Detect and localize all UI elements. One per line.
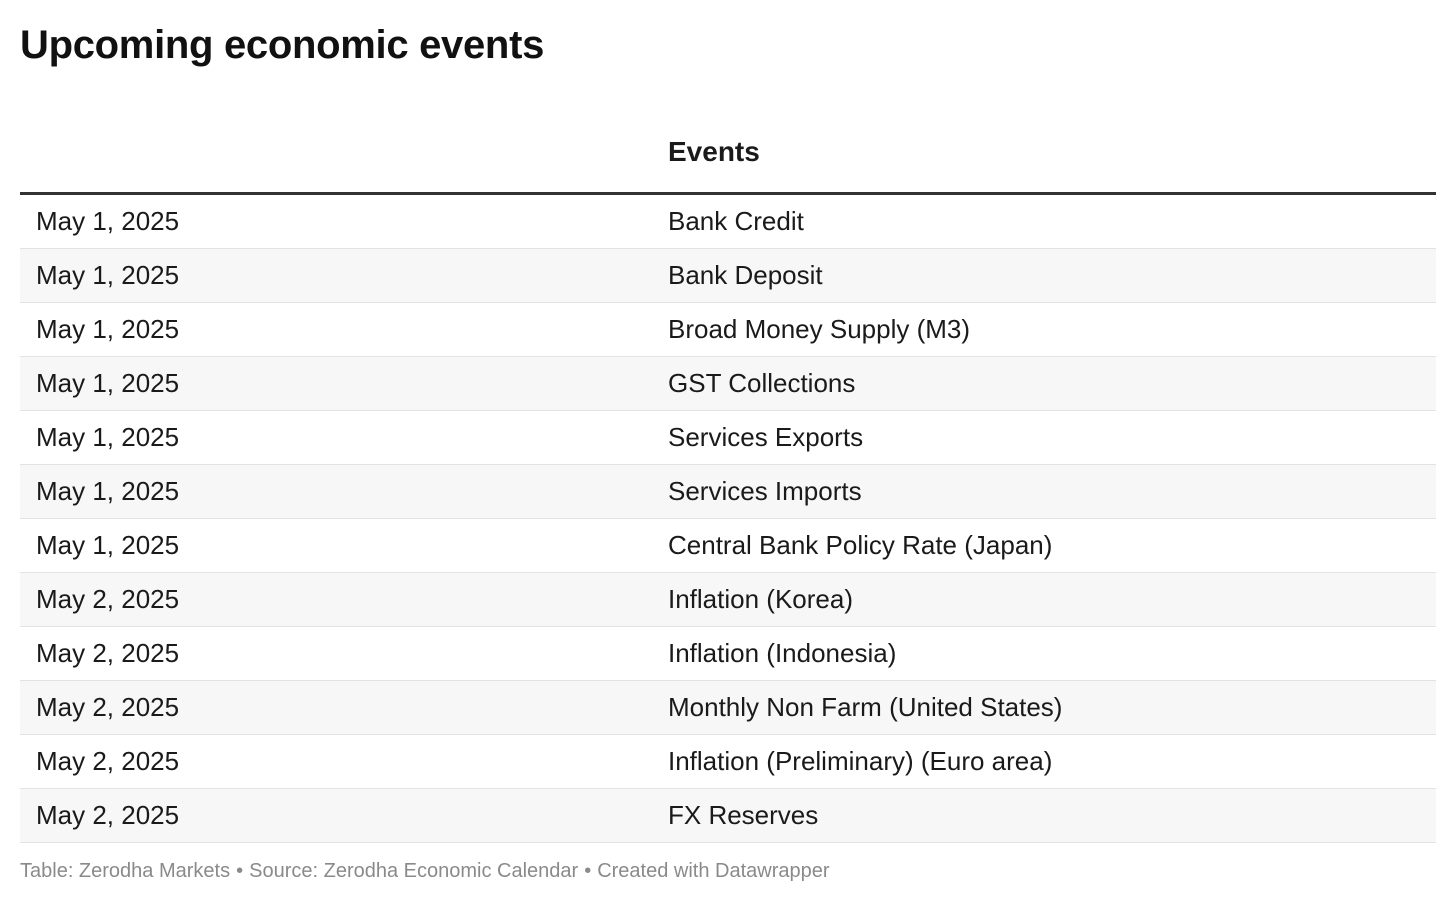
cell-event: Bank Deposit	[668, 248, 1436, 303]
table-row: May 1, 2025 Central Bank Policy Rate (Jap…	[20, 518, 1436, 573]
cell-event: Services Exports	[668, 410, 1436, 465]
table-row: May 1, 2025 Bank Deposit	[20, 248, 1436, 303]
cell-event: Inflation (Korea)	[668, 572, 1436, 627]
cell-date: May 2, 2025	[20, 734, 668, 789]
cell-event: FX Reserves	[668, 788, 1436, 843]
footer-separator: •	[584, 860, 592, 882]
cell-event: Bank Credit	[668, 193, 1436, 249]
cell-date: May 1, 2025	[20, 302, 668, 357]
table-row: May 1, 2025 GST Collections	[20, 356, 1436, 411]
cell-date: May 1, 2025	[20, 518, 668, 573]
table-row: May 1, 2025 Bank Credit	[20, 193, 1436, 249]
footer-separator: •	[236, 860, 244, 882]
table-header-row: Events	[20, 120, 1436, 195]
footer-created: Created with Datawrapper	[597, 860, 830, 882]
cell-event: Central Bank Policy Rate (Japan)	[668, 518, 1436, 573]
cell-date: May 1, 2025	[20, 464, 668, 519]
cell-event: Inflation (Preliminary) (Euro area)	[668, 734, 1436, 789]
table-container: Upcoming economic events Events May 1, 2…	[20, 23, 1436, 882]
cell-date: May 2, 2025	[20, 626, 668, 681]
cell-date: May 2, 2025	[20, 788, 668, 843]
cell-date: May 2, 2025	[20, 680, 668, 735]
cell-date: May 2, 2025	[20, 572, 668, 627]
footer: Table: Zerodha Markets • Source: Zerodha E…	[20, 860, 830, 883]
table-row: May 1, 2025 Services Exports	[20, 410, 1436, 465]
table-row: May 2, 2025 Inflation (Indonesia)	[20, 626, 1436, 681]
cell-date: May 1, 2025	[20, 410, 668, 465]
footer-table-credit: Table: Zerodha Markets	[20, 860, 231, 882]
page-title: Upcoming economic events	[20, 23, 545, 67]
cell-date: May 1, 2025	[20, 356, 668, 411]
table-row: May 2, 2025 Inflation (Korea)	[20, 572, 1436, 627]
cell-date: May 1, 2025	[20, 193, 668, 249]
cell-event: Monthly Non Farm (United States)	[668, 680, 1436, 735]
table-row: May 2, 2025 FX Reserves	[20, 788, 1436, 843]
cell-event: Services Imports	[668, 464, 1436, 519]
cell-event: Inflation (Indonesia)	[668, 626, 1436, 681]
cell-date: May 1, 2025	[20, 248, 668, 303]
column-header-events: Events	[668, 120, 1436, 195]
table-row: May 1, 2025 Services Imports	[20, 464, 1436, 519]
table-row: May 1, 2025 Broad Money Supply (M3)	[20, 302, 1436, 357]
table-row: May 2, 2025 Monthly Non Farm (United Stat…	[20, 680, 1436, 735]
table-body: May 1, 2025 Bank Credit May 1, 2025 Bank De…	[20, 193, 1436, 843]
cell-event: GST Collections	[668, 356, 1436, 411]
column-header-date	[20, 120, 668, 195]
footer-source: Source: Zerodha Economic Calendar	[249, 860, 579, 882]
cell-event: Broad Money Supply (M3)	[668, 302, 1436, 357]
table-row: May 2, 2025 Inflation (Preliminary) (Euro…	[20, 734, 1436, 789]
events-table: Events May 1, 2025 Bank Credit May 1, 2025…	[20, 120, 1436, 843]
